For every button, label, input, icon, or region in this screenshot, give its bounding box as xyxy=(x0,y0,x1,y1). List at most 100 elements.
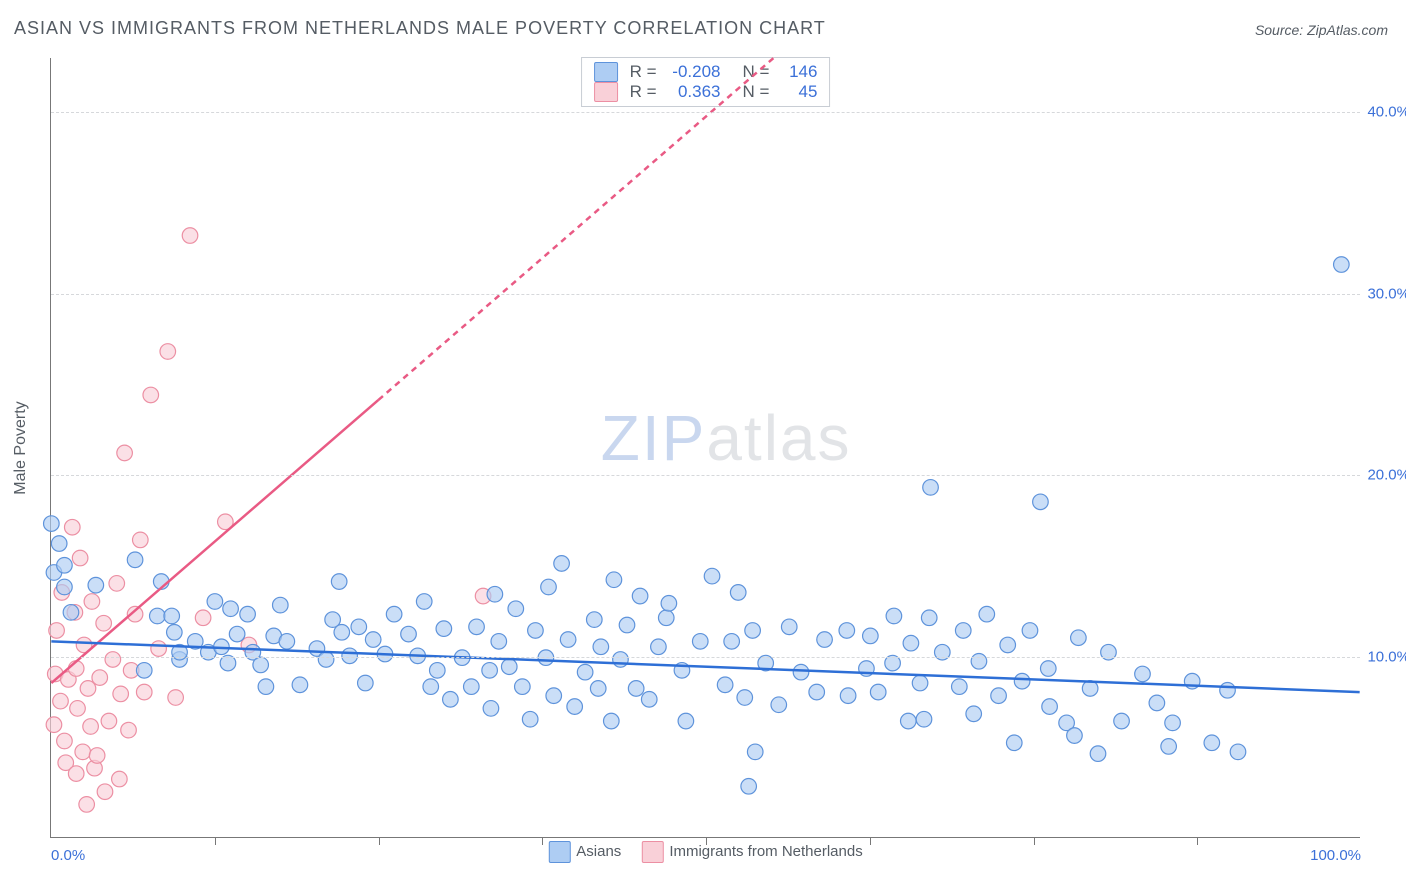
data-point xyxy=(817,632,833,648)
data-point xyxy=(1071,630,1087,646)
data-point xyxy=(416,594,432,610)
data-point xyxy=(921,610,937,626)
data-point xyxy=(991,688,1007,704)
data-point xyxy=(331,574,347,590)
gridline xyxy=(51,475,1360,476)
regression-line xyxy=(51,400,378,683)
data-point xyxy=(604,713,620,729)
data-point xyxy=(53,693,69,709)
y-tick-label: 20.0% xyxy=(1366,467,1406,484)
data-point xyxy=(117,445,133,461)
data-point xyxy=(46,717,62,733)
data-point xyxy=(1014,673,1030,689)
x-tick-mark xyxy=(706,837,707,845)
data-point xyxy=(903,635,919,651)
data-point xyxy=(885,655,901,671)
x-tick-mark xyxy=(542,837,543,845)
data-point xyxy=(57,733,73,749)
data-point xyxy=(717,677,733,693)
data-point xyxy=(258,679,274,695)
data-point xyxy=(195,610,211,626)
data-point xyxy=(1000,637,1016,653)
data-point xyxy=(916,711,932,727)
data-point xyxy=(771,697,787,713)
data-point xyxy=(44,516,60,532)
data-point xyxy=(501,659,517,675)
legend-item: Asians xyxy=(548,841,621,863)
data-point xyxy=(704,568,720,584)
data-point xyxy=(136,684,152,700)
data-point xyxy=(619,617,635,633)
data-point xyxy=(109,576,125,592)
data-point xyxy=(112,771,128,787)
data-point xyxy=(70,701,86,717)
data-point xyxy=(522,711,538,727)
data-point xyxy=(482,663,498,679)
data-point xyxy=(84,594,100,610)
data-point xyxy=(386,606,402,622)
data-point xyxy=(253,657,269,673)
data-point xyxy=(935,644,951,660)
x-tick-mark xyxy=(215,837,216,845)
data-point xyxy=(900,713,916,729)
data-point xyxy=(97,784,113,800)
legend-swatch xyxy=(548,841,570,863)
x-tick-label: 0.0% xyxy=(51,847,85,864)
data-point xyxy=(1161,739,1177,755)
data-point xyxy=(628,681,644,697)
data-point xyxy=(63,605,79,621)
data-point xyxy=(692,634,708,650)
data-point xyxy=(1101,644,1117,660)
data-point xyxy=(840,688,856,704)
data-point xyxy=(661,596,677,612)
data-point xyxy=(966,706,982,722)
data-point xyxy=(508,601,524,617)
data-point xyxy=(923,480,939,496)
data-point xyxy=(781,619,797,635)
x-tick-mark xyxy=(379,837,380,845)
data-point xyxy=(560,632,576,648)
data-point xyxy=(886,608,902,624)
data-point xyxy=(491,634,507,650)
data-point xyxy=(1204,735,1220,751)
data-point xyxy=(207,594,223,610)
legend-label: Asians xyxy=(576,843,621,860)
data-point xyxy=(79,797,95,813)
data-point xyxy=(401,626,417,642)
x-tick-mark xyxy=(1197,837,1198,845)
data-point xyxy=(89,748,105,764)
data-point xyxy=(273,597,289,613)
data-point xyxy=(1220,682,1236,698)
data-point xyxy=(658,610,674,626)
data-point xyxy=(567,699,583,715)
legend-item: Immigrants from Netherlands xyxy=(641,841,862,863)
data-point xyxy=(747,744,763,760)
data-point xyxy=(1022,623,1038,639)
data-point xyxy=(121,722,137,738)
regression-line xyxy=(378,58,773,400)
data-point xyxy=(443,692,459,708)
data-point xyxy=(150,608,166,624)
x-tick-label: 100.0% xyxy=(1310,847,1361,864)
data-point xyxy=(541,579,557,595)
data-point xyxy=(51,536,67,552)
data-point xyxy=(49,623,65,639)
data-point xyxy=(1149,695,1165,711)
data-point xyxy=(101,713,117,729)
data-point xyxy=(464,679,480,695)
data-point xyxy=(436,621,452,637)
data-point xyxy=(590,681,606,697)
gridline xyxy=(51,112,1360,113)
data-point xyxy=(105,652,121,668)
data-point xyxy=(745,623,761,639)
data-point xyxy=(737,690,753,706)
data-point xyxy=(793,664,809,680)
data-point xyxy=(240,606,256,622)
data-point xyxy=(1040,661,1056,677)
data-point xyxy=(365,632,381,648)
data-point xyxy=(143,387,159,403)
data-point xyxy=(632,588,648,604)
data-point xyxy=(113,686,129,702)
data-point xyxy=(1090,746,1106,762)
data-point xyxy=(678,713,694,729)
